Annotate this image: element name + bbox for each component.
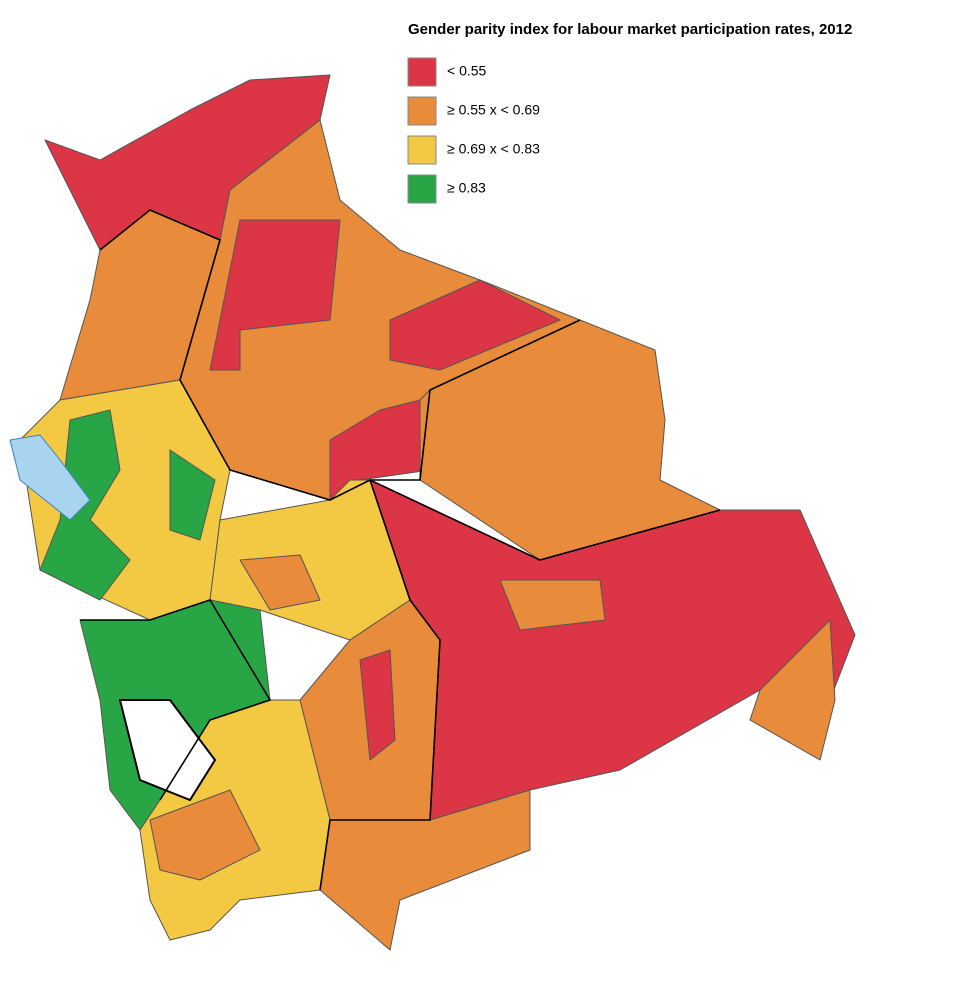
- department-border: [99, 209, 721, 561]
- legend-label: ≥ 0.55 x < 0.69: [447, 102, 540, 118]
- legend-swatch: [407, 135, 437, 165]
- legend-swatch: [407, 57, 437, 87]
- region: [149, 789, 261, 881]
- department-border: [80, 599, 272, 801]
- department-border: [319, 319, 581, 891]
- legend-label: ≥ 0.69 x < 0.83: [447, 141, 540, 157]
- legend-label: < 0.55: [447, 63, 487, 79]
- region: [209, 219, 341, 371]
- legend-swatch: [407, 174, 437, 204]
- region: [359, 649, 396, 761]
- legend-label: ≥ 0.83: [447, 180, 486, 196]
- regions: [9, 74, 856, 951]
- region: [389, 279, 561, 371]
- map-title: Gender parity index for labour market pa…: [408, 21, 852, 38]
- salt-flat: [118, 699, 217, 802]
- region: [169, 449, 216, 541]
- region: [319, 789, 531, 951]
- region: [499, 579, 606, 631]
- region: [239, 554, 321, 611]
- region: [749, 619, 836, 761]
- lake: [9, 434, 91, 521]
- legend-swatch: [407, 96, 437, 126]
- legend: < 0.55 ≥ 0.55 x < 0.69 ≥ 0.69 x < 0.83 ≥ 0.…: [407, 57, 540, 204]
